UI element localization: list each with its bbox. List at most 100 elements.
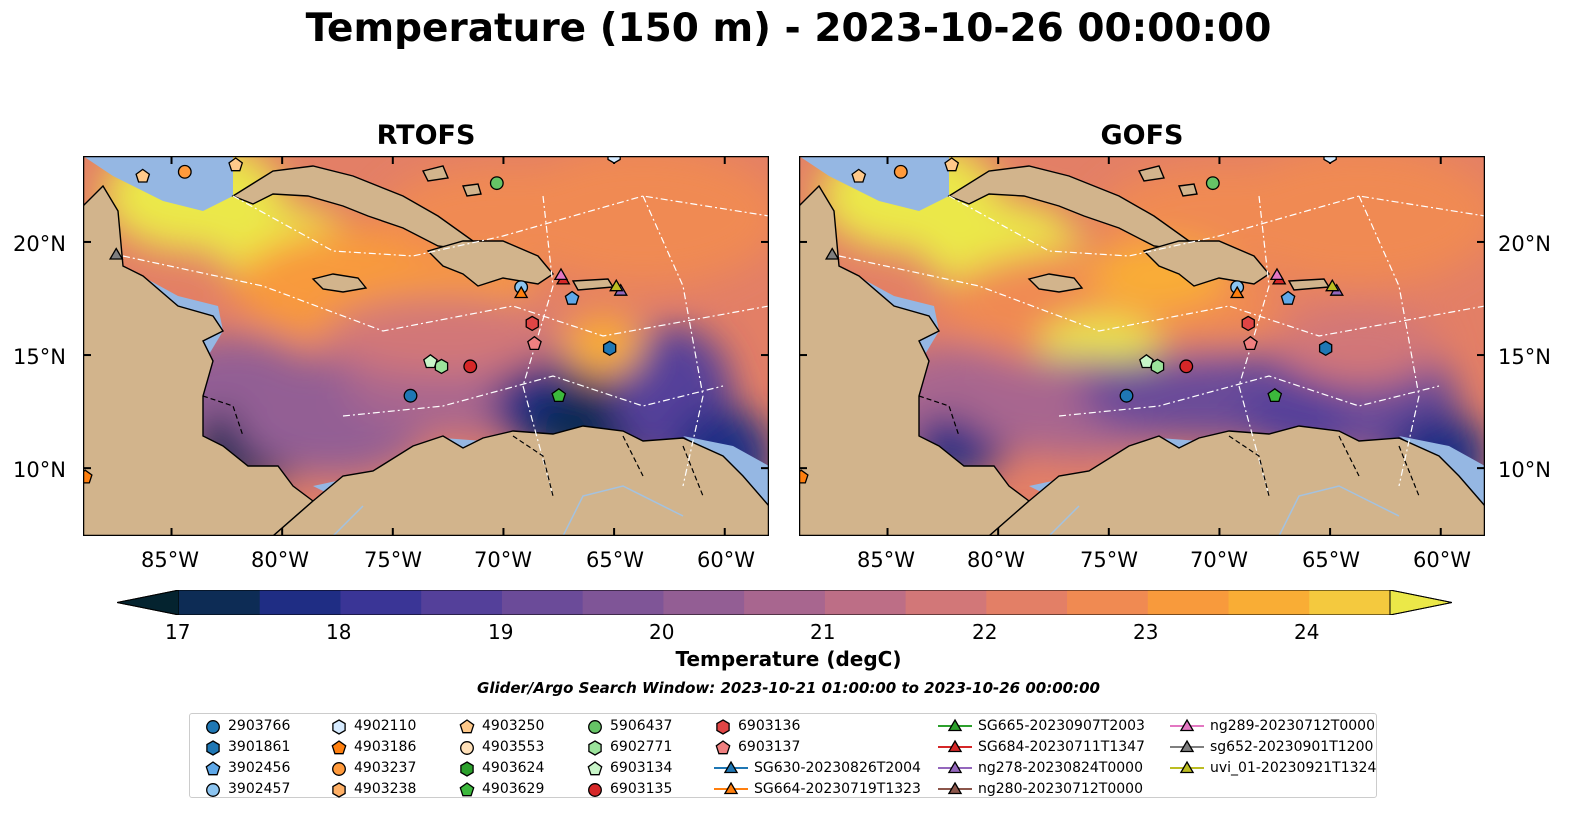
legend-marker-icon	[332, 782, 346, 798]
lat-tick-right-15: 15°N	[1498, 345, 1551, 369]
lat-tick-left-15: 15°N	[13, 345, 66, 369]
colorbar-tick-19: 19	[488, 620, 514, 644]
legend-label: ng278-20230824T0000	[978, 760, 1143, 776]
legend-label: 5906437	[610, 718, 673, 734]
legend-item: 4903237	[330, 758, 416, 778]
eez-boundary	[948, 195, 1485, 257]
legend-label: SG630-20230826T2004	[754, 760, 921, 776]
legend-label: 4903237	[354, 760, 417, 776]
colorbar-tick-21: 21	[810, 620, 836, 644]
river	[1048, 505, 1080, 536]
panel-title-gofs: GOFS	[1100, 120, 1184, 151]
lat-tick-right-20: 20°N	[1498, 232, 1551, 256]
legend-item: 2903766	[204, 716, 290, 736]
country-border	[202, 395, 244, 437]
legend-marker-icon	[938, 760, 972, 774]
land	[83, 184, 315, 536]
platform-marker-6903135	[1179, 359, 1194, 374]
legend-item: 5906437	[586, 716, 672, 736]
legend-marker-icon	[588, 720, 602, 734]
platform-marker-4902110	[607, 156, 621, 164]
land	[1137, 165, 1165, 182]
eez-boundary	[1058, 375, 1440, 417]
legend-label: uvi_01-20230921T1324	[1210, 760, 1377, 776]
legend-item: 4903553	[458, 737, 544, 757]
shallow-water	[83, 156, 233, 211]
lon-tick-rtofs-65w: 65°W	[586, 548, 644, 572]
map-panel-rtofs[interactable]	[83, 156, 769, 536]
legend-marker-icon	[588, 783, 602, 797]
legend-label: 4902110	[354, 718, 417, 734]
platform-marker-6902771	[434, 358, 449, 375]
legend-marker-icon	[205, 761, 221, 776]
legend-item: ng278-20230824T0000	[938, 758, 1143, 778]
colorbar-tick-22: 22	[972, 620, 998, 644]
map-frame	[83, 156, 769, 536]
platform-marker-4903237	[893, 164, 908, 179]
legend-label: sg652-20230901T1200	[1210, 739, 1374, 755]
legend-marker-icon	[332, 719, 346, 735]
legend-item: ng289-20230712T0000	[1170, 716, 1375, 736]
platform-marker-4903250	[944, 157, 960, 172]
country-border	[1228, 435, 1270, 497]
legend-item: 3901861	[204, 737, 290, 757]
colorbar-bin	[179, 590, 261, 615]
country-border	[918, 395, 960, 437]
platform-marker-2903766	[1119, 388, 1134, 403]
legend-label: 4903629	[482, 781, 545, 797]
legend-label: 6902771	[610, 739, 673, 755]
legend-marker-icon	[714, 781, 748, 795]
legend-item: sg652-20230901T1200	[1170, 737, 1373, 757]
platform-marker-6903137	[1243, 335, 1258, 351]
map-canvas	[799, 156, 1485, 536]
colorbar-bin	[744, 590, 826, 615]
platform-marker-sg652-20230901T1200	[108, 247, 124, 260]
platform-marker-4902110	[1323, 156, 1337, 164]
platform-marker-4903629	[551, 387, 567, 403]
temperature-patch	[1279, 306, 1439, 386]
legend-marker-icon	[938, 739, 972, 753]
legend-item: 3902456	[204, 758, 290, 778]
legend-item: 6903137	[714, 737, 800, 757]
colorbar-bin	[259, 590, 341, 615]
land	[1027, 273, 1084, 293]
platform-marker-4903250	[851, 168, 867, 183]
platform-marker-5906437	[489, 176, 504, 191]
legend-item: ng280-20230712T0000	[938, 779, 1143, 799]
platform-marker-SG664-20230719T1323	[1229, 285, 1245, 299]
river	[332, 505, 364, 536]
legend-marker-icon	[938, 781, 972, 795]
panel-title-rtofs: RTOFS	[376, 120, 476, 151]
river	[562, 485, 684, 536]
colorbar	[117, 590, 1452, 615]
search-window-caption: Glider/Argo Search Window: 2023-10-21 01…	[477, 679, 1100, 697]
colorbar-bin	[986, 590, 1068, 615]
eez-boundary	[122, 255, 769, 337]
legend-item: SG684-20230711T1347	[938, 737, 1145, 757]
colorbar-bin	[582, 590, 664, 615]
eez-boundary	[232, 195, 769, 257]
platform-marker-6903136	[1241, 315, 1255, 332]
legend-marker-icon	[715, 740, 731, 755]
lat-tick-left-20: 20°N	[13, 232, 66, 256]
colorbar-extend-high	[1389, 590, 1452, 615]
lon-tick-rtofs-60w: 60°W	[697, 548, 755, 572]
platform-marker-4903629	[1267, 387, 1283, 403]
legend-marker-icon	[588, 740, 602, 756]
lon-tick-gofs-85w: 85°W	[857, 548, 915, 572]
legend-label: 4903250	[482, 718, 545, 734]
legend-item: 4903250	[458, 716, 544, 736]
legend-marker-icon	[460, 761, 474, 777]
map-panel-gofs[interactable]	[799, 156, 1485, 536]
temperature-patch	[1219, 156, 1485, 286]
platform-marker-6902771	[1150, 358, 1165, 375]
land	[271, 425, 769, 536]
lat-tick-right-10: 10°N	[1498, 458, 1551, 482]
land	[426, 240, 555, 287]
legend-marker-icon	[459, 719, 475, 734]
legend: 2903766 3901861 3902456 3902457 4902110 49031…	[189, 713, 1377, 798]
legend-item: 4903238	[330, 779, 416, 799]
platform-marker-4903237	[177, 164, 192, 179]
legend-label: 6903137	[738, 739, 801, 755]
legend-label: 3901861	[228, 739, 291, 755]
